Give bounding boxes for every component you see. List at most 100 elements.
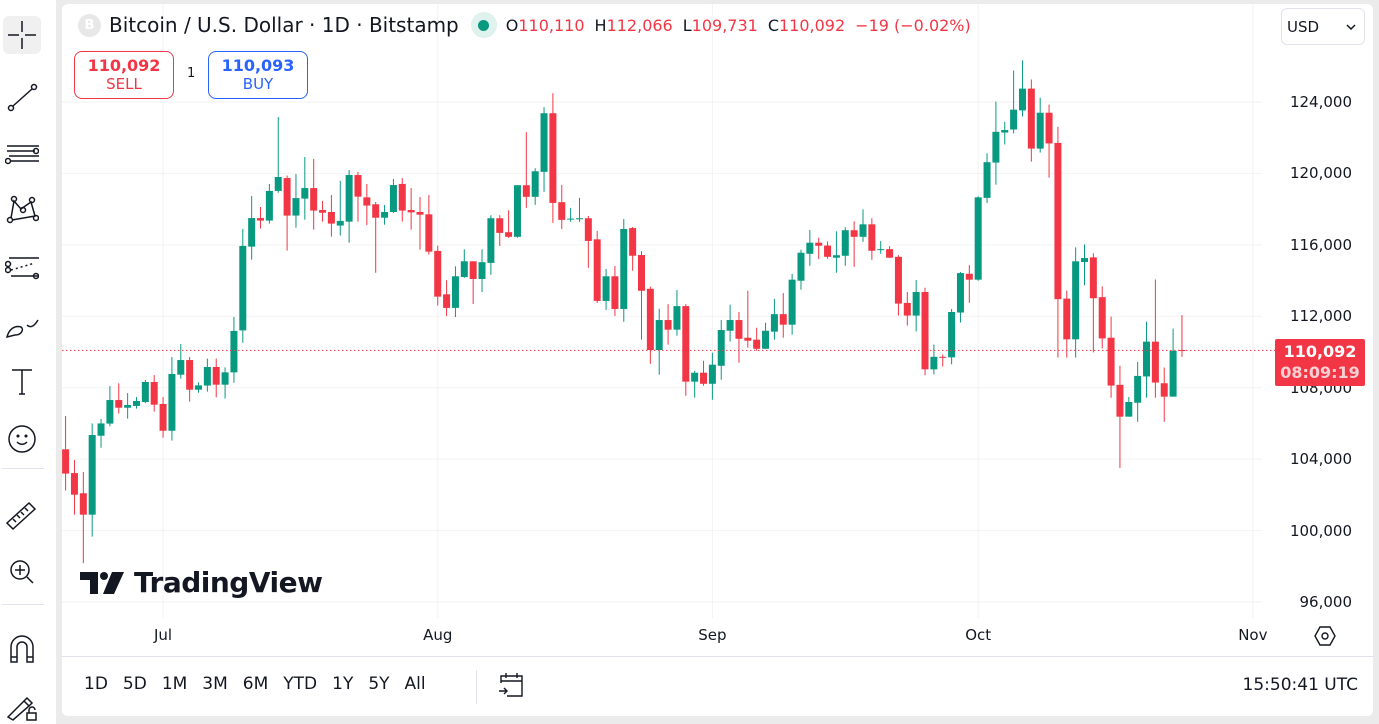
candle bbox=[141, 380, 149, 404]
crosshair-icon[interactable] bbox=[3, 16, 41, 54]
chart-settings-icon[interactable] bbox=[1313, 624, 1337, 648]
tradingview-logo[interactable]: TradingView bbox=[80, 566, 323, 599]
candle-body bbox=[283, 178, 291, 216]
candle-body bbox=[629, 228, 637, 256]
range-all[interactable]: All bbox=[404, 674, 426, 694]
candle-body bbox=[549, 113, 557, 203]
candle-body bbox=[327, 212, 335, 224]
candle bbox=[602, 268, 610, 310]
market-open-status-icon bbox=[470, 12, 497, 38]
candle-body bbox=[726, 320, 734, 331]
range-3m[interactable]: 3M bbox=[202, 674, 228, 694]
candle bbox=[673, 290, 681, 336]
candle bbox=[655, 308, 663, 375]
candle bbox=[443, 280, 451, 316]
candle bbox=[177, 343, 185, 379]
candle bbox=[593, 230, 601, 303]
candle bbox=[451, 266, 459, 317]
go-to-date-icon[interactable] bbox=[496, 670, 526, 700]
toolbar-divider bbox=[2, 468, 44, 469]
candle bbox=[567, 207, 575, 222]
range-6m[interactable]: 6M bbox=[242, 674, 269, 694]
candle bbox=[806, 230, 814, 266]
time-tick-label: Aug bbox=[423, 626, 453, 644]
range-5y[interactable]: 5Y bbox=[368, 674, 390, 694]
emoji-icon[interactable] bbox=[3, 418, 41, 456]
candle-body bbox=[1178, 350, 1186, 352]
candle bbox=[877, 241, 885, 254]
candle-body bbox=[115, 400, 123, 408]
candle bbox=[1054, 126, 1062, 358]
candle bbox=[1027, 79, 1035, 162]
text-icon[interactable] bbox=[3, 362, 41, 400]
candle-body bbox=[903, 302, 911, 316]
fib-retracement-icon[interactable] bbox=[3, 135, 41, 173]
candle bbox=[983, 153, 991, 204]
candle-body bbox=[1116, 384, 1124, 417]
candle-body bbox=[265, 190, 273, 221]
pattern-icon[interactable] bbox=[3, 190, 41, 228]
candle-body bbox=[319, 210, 327, 213]
candle-body bbox=[301, 188, 309, 199]
ruler-icon[interactable] bbox=[3, 495, 41, 533]
candle-body bbox=[381, 212, 389, 218]
buy-price: 110,093 bbox=[221, 56, 295, 75]
candle bbox=[1178, 315, 1186, 357]
candle bbox=[407, 188, 415, 230]
brush-icon[interactable] bbox=[3, 305, 41, 343]
candle-body bbox=[203, 367, 211, 386]
candle-body bbox=[602, 276, 610, 301]
candle bbox=[735, 312, 743, 363]
candle bbox=[389, 178, 397, 214]
candle bbox=[336, 180, 344, 236]
range-selector: 1D 5D 1M 3M 6M YTD 1Y 5Y All bbox=[84, 674, 441, 694]
candle bbox=[115, 383, 123, 414]
candle-body bbox=[1098, 297, 1106, 339]
candle bbox=[150, 375, 158, 412]
candle bbox=[974, 196, 982, 281]
candle-body bbox=[487, 218, 495, 263]
candle bbox=[327, 195, 335, 237]
candle bbox=[948, 308, 956, 365]
candle bbox=[79, 472, 87, 564]
currency-select[interactable]: USD bbox=[1281, 8, 1365, 45]
range-1d[interactable]: 1D bbox=[84, 674, 108, 694]
trend-line-icon[interactable] bbox=[3, 78, 41, 116]
candle bbox=[1072, 247, 1080, 358]
range-5d[interactable]: 5D bbox=[122, 674, 147, 694]
buy-button[interactable]: 110,093 BUY bbox=[208, 51, 308, 99]
range-1y[interactable]: 1Y bbox=[332, 674, 354, 694]
candle-body bbox=[407, 210, 415, 213]
range-ytd[interactable]: YTD bbox=[283, 674, 318, 694]
candle bbox=[1089, 253, 1097, 353]
price-tick-label: 120,000 bbox=[1289, 164, 1352, 183]
lock-drawings-icon[interactable] bbox=[3, 685, 41, 723]
candle bbox=[345, 170, 353, 243]
candle-body bbox=[753, 339, 761, 349]
magnet-icon[interactable] bbox=[3, 630, 41, 668]
candle-body bbox=[859, 224, 867, 237]
candle-body bbox=[1151, 341, 1159, 383]
candle bbox=[762, 322, 770, 349]
open-value: 110,110 bbox=[518, 15, 585, 35]
zoom-in-icon[interactable] bbox=[3, 551, 41, 589]
last-price-label: 110,092 08:09:19 bbox=[1275, 339, 1365, 386]
symbol-title[interactable]: Bitcoin / U.S. Dollar · 1D · Bitstamp bbox=[109, 13, 459, 37]
candle-body bbox=[691, 372, 699, 382]
last-price-value: 110,092 bbox=[1283, 342, 1357, 361]
range-1m[interactable]: 1M bbox=[161, 674, 188, 694]
candle bbox=[1151, 279, 1159, 398]
sell-button[interactable]: 110,092 SELL bbox=[74, 51, 174, 99]
candle bbox=[921, 287, 929, 376]
candle bbox=[770, 298, 778, 340]
candle-body bbox=[469, 261, 477, 279]
utc-clock[interactable]: 15:50:41 UTC bbox=[1242, 675, 1358, 695]
candle bbox=[638, 251, 645, 340]
candle bbox=[1045, 104, 1053, 178]
candle-body bbox=[921, 292, 929, 370]
candle bbox=[620, 218, 628, 322]
parallel-channel-icon[interactable] bbox=[3, 248, 41, 286]
bitcoin-symbol-icon: B bbox=[78, 13, 101, 37]
candle bbox=[1116, 365, 1124, 468]
